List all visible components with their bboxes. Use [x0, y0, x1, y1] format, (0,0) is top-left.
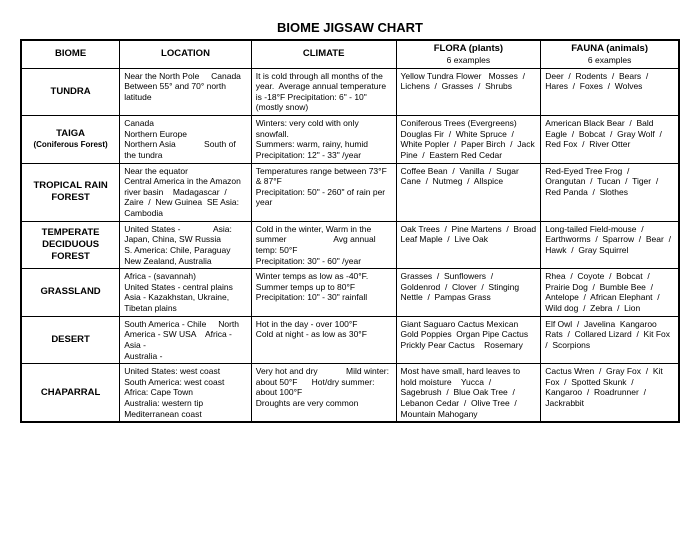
cell-biome: TEMPERATE DECIDUOUS FOREST: [21, 221, 120, 269]
header-location: LOCATION: [120, 40, 252, 68]
cell-biome: DESERT: [21, 316, 120, 364]
header-flora-sub: 6 examples: [401, 55, 537, 66]
header-flora-main: FLORA (plants): [434, 43, 503, 54]
cell-climate: Very hot and dry Mild winter: about 50°F…: [251, 364, 396, 423]
cell-biome: TUNDRA: [21, 68, 120, 116]
cell-biome: TROPICAL RAIN FOREST: [21, 163, 120, 221]
cell-climate: Hot in the day - over 100°F Cold at nigh…: [251, 316, 396, 364]
cell-fauna: Red-Eyed Tree Frog / Orangutan / Tucan /…: [541, 163, 679, 221]
cell-flora: Yellow Tundra Flower Mosses / Lichens / …: [396, 68, 541, 116]
cell-location: South America - Chile North America - SW…: [120, 316, 252, 364]
cell-climate: It is cold through all months of the yea…: [251, 68, 396, 116]
cell-location: Near the equator Central America in the …: [120, 163, 252, 221]
table-row: GRASSLANDAfrica - (savannah) United Stat…: [21, 269, 679, 317]
cell-flora: Grasses / Sunflowers / Goldenrod / Clove…: [396, 269, 541, 317]
cell-climate: Winter temps as low as -40°F. Summer tem…: [251, 269, 396, 317]
table-row: TEMPERATE DECIDUOUS FORESTUnited States …: [21, 221, 679, 269]
cell-fauna: American Black Bear / Bald Eagle / Bobca…: [541, 116, 679, 164]
table-row: TROPICAL RAIN FORESTNear the equator Cen…: [21, 163, 679, 221]
header-flora: FLORA (plants) 6 examples: [396, 40, 541, 68]
cell-biome: TAIGA(Coniferous Forest): [21, 116, 120, 164]
cell-fauna: Cactus Wren / Gray Fox / Kit Fox / Spott…: [541, 364, 679, 423]
table-row: CHAPARRALUnited States: west coast South…: [21, 364, 679, 423]
cell-location: United States: west coast South America:…: [120, 364, 252, 423]
table-row: TAIGA(Coniferous Forest)Canada Northern …: [21, 116, 679, 164]
cell-biome: GRASSLAND: [21, 269, 120, 317]
header-biome: BIOME: [21, 40, 120, 68]
table-row: TUNDRANear the North Pole Canada Between…: [21, 68, 679, 116]
cell-fauna: Elf Owl / Javelina Kangaroo Rats / Colla…: [541, 316, 679, 364]
cell-flora: Giant Saguaro Cactus Mexican Gold Poppie…: [396, 316, 541, 364]
header-fauna-sub: 6 examples: [545, 55, 674, 66]
cell-flora: Coffee Bean / Vanilla / Sugar Cane / Nut…: [396, 163, 541, 221]
biome-table: BIOME LOCATION CLIMATE FLORA (plants) 6 …: [20, 39, 680, 423]
cell-climate: Winters: very cold with only snowfall. S…: [251, 116, 396, 164]
cell-climate: Cold in the winter, Warm in the summer A…: [251, 221, 396, 269]
cell-biome: CHAPARRAL: [21, 364, 120, 423]
cell-flora: Oak Trees / Pine Martens / Broad Leaf Ma…: [396, 221, 541, 269]
header-fauna-main: FAUNA (animals): [571, 43, 648, 54]
cell-location: Canada Northern Europe Northern Asia Sou…: [120, 116, 252, 164]
cell-location: Near the North Pole Canada Between 55° a…: [120, 68, 252, 116]
table-row: DESERTSouth America - Chile North Americ…: [21, 316, 679, 364]
cell-flora: Most have small, hard leaves to hold moi…: [396, 364, 541, 423]
cell-fauna: Long-tailed Field-mouse / Earthworms / S…: [541, 221, 679, 269]
header-climate: CLIMATE: [251, 40, 396, 68]
cell-biome-sub: (Coniferous Forest): [26, 140, 115, 150]
header-fauna: FAUNA (animals) 6 examples: [541, 40, 679, 68]
chart-title: BIOME JIGSAW CHART: [20, 20, 680, 35]
cell-location: United States - Asia: Japan, China, SW R…: [120, 221, 252, 269]
cell-flora: Coniferous Trees (Evergreens) Douglas Fi…: [396, 116, 541, 164]
cell-location: Africa - (savannah) United States - cent…: [120, 269, 252, 317]
header-row: BIOME LOCATION CLIMATE FLORA (plants) 6 …: [21, 40, 679, 68]
cell-fauna: Deer / Rodents / Bears / Hares / Foxes /…: [541, 68, 679, 116]
cell-fauna: Rhea / Coyote / Bobcat / Prairie Dog / B…: [541, 269, 679, 317]
cell-climate: Temperatures range between 73°F & 87°F P…: [251, 163, 396, 221]
